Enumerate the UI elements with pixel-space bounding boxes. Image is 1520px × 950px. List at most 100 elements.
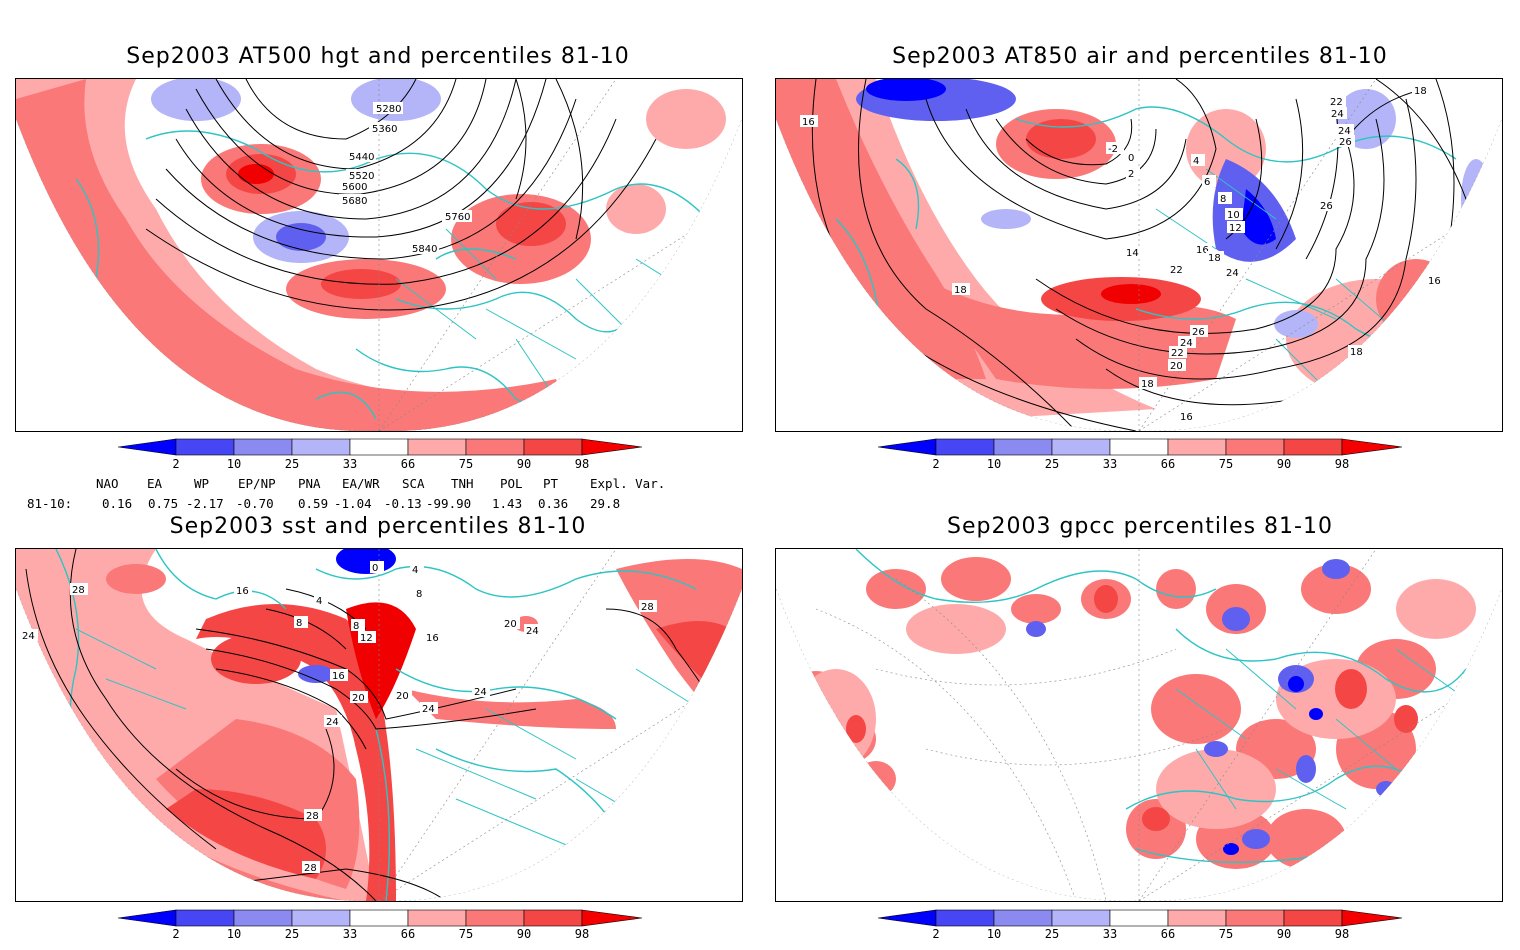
contour-label: 16 bbox=[1428, 276, 1441, 287]
contour-label: 24 bbox=[22, 631, 35, 642]
colorbar-label: 33 bbox=[343, 927, 357, 941]
contour-label: 24 bbox=[1331, 109, 1344, 120]
index-value: -0.13 bbox=[384, 496, 422, 511]
contour-label: 2 bbox=[1128, 169, 1134, 180]
colorbar-label: 75 bbox=[1219, 927, 1233, 941]
contour-label: 12 bbox=[1229, 223, 1242, 234]
colorbar-label: 90 bbox=[517, 927, 531, 941]
contour-label: 8 bbox=[353, 621, 359, 632]
colorbar-label: 75 bbox=[1219, 457, 1233, 471]
index-header: PNA bbox=[298, 476, 321, 491]
contour-label: 22 bbox=[1330, 97, 1343, 108]
contour-label: 4 bbox=[412, 565, 418, 576]
teleconnection-indices: NAO EA WP EP/NP PNA EA/WR SCA TNH POL PT… bbox=[0, 474, 760, 514]
colorbar-label: 10 bbox=[227, 457, 241, 471]
index-header: POL bbox=[500, 476, 523, 491]
colorbar-label: 25 bbox=[1045, 457, 1059, 471]
index-header: EA/WR bbox=[342, 476, 380, 491]
contour-label: 20 bbox=[352, 693, 365, 704]
contour-label: 18 bbox=[1208, 253, 1221, 264]
index-value: 29.8 bbox=[590, 496, 621, 511]
contour-label: 24 bbox=[1180, 338, 1193, 349]
index-value: 0.16 bbox=[102, 496, 133, 511]
contour-label: 20 bbox=[1170, 361, 1183, 372]
index-value: 0.36 bbox=[538, 496, 569, 511]
colorbar-label: 33 bbox=[1103, 927, 1117, 941]
colorbar-label: 2 bbox=[172, 927, 179, 941]
index-header: SCA bbox=[402, 476, 425, 491]
contour-label: 5280 bbox=[376, 104, 401, 115]
map-hgt500: 5280 5360 5440 5520 5600 5680 5760 5840 bbox=[15, 78, 743, 432]
colorbar-label: 25 bbox=[1045, 927, 1059, 941]
colorbar-label: 66 bbox=[401, 457, 415, 471]
index-value: 1.43 bbox=[492, 496, 523, 511]
map-gpcc bbox=[775, 548, 1503, 902]
contour-label: 20 bbox=[504, 619, 517, 630]
contour-label: 24 bbox=[474, 687, 487, 698]
contour-label: 0 bbox=[372, 563, 378, 574]
contour-label: 5600 bbox=[342, 182, 367, 193]
colorbar-label: 98 bbox=[1335, 457, 1349, 471]
contour-label: 18 bbox=[1350, 347, 1363, 358]
contour-label: 12 bbox=[360, 633, 373, 644]
colorbar-label: 75 bbox=[459, 927, 473, 941]
panel-title-hgt500: Sep2003 AT500 hgt and percentiles 81-10 bbox=[126, 44, 630, 69]
contour-label: 22 bbox=[1171, 348, 1184, 359]
colorbar-label: 25 bbox=[285, 457, 299, 471]
colorbar-label: 66 bbox=[1161, 927, 1175, 941]
contour-label: 5520 bbox=[349, 171, 374, 182]
colorbar-label: 90 bbox=[1277, 457, 1291, 471]
contour-label: 4 bbox=[1193, 156, 1199, 167]
index-value: 0.75 bbox=[148, 496, 179, 511]
index-header: NAO bbox=[96, 476, 119, 491]
colorbar-label: 90 bbox=[1277, 927, 1291, 941]
colorbar-label: 25 bbox=[285, 927, 299, 941]
colorbar-label: 10 bbox=[227, 927, 241, 941]
contour-label: 24 bbox=[422, 704, 435, 715]
colorbar-label: 66 bbox=[401, 927, 415, 941]
colorbar-label: 10 bbox=[987, 457, 1001, 471]
colorbar-label: 98 bbox=[575, 457, 589, 471]
colorbar-label: 98 bbox=[1335, 927, 1349, 941]
contour-label: 28 bbox=[304, 863, 317, 874]
index-header: TNH bbox=[451, 476, 474, 491]
colorbar-top-right: 2 10 25 33 66 75 90 98 bbox=[877, 438, 1403, 479]
contour-label: 16 bbox=[1196, 245, 1209, 256]
contour-label: 16 bbox=[236, 586, 249, 597]
contour-label: 18 bbox=[1141, 379, 1154, 390]
index-header: WP bbox=[194, 476, 210, 491]
colorbar-label: 2 bbox=[172, 457, 179, 471]
contour-label: 16 bbox=[426, 633, 439, 644]
index-value: -1.04 bbox=[334, 496, 372, 511]
contour-label: 8 bbox=[416, 589, 422, 600]
index-value: 0.59 bbox=[298, 496, 329, 511]
colorbar-label: 2 bbox=[932, 457, 939, 471]
panel-title-gpcc: Sep2003 gpcc percentiles 81-10 bbox=[947, 514, 1333, 539]
colorbar-bottom-right: 2 10 25 33 66 75 90 98 bbox=[877, 909, 1403, 950]
contour-label: 24 bbox=[526, 626, 539, 637]
index-value: -99.90 bbox=[426, 496, 472, 511]
contour-label: 5840 bbox=[412, 244, 437, 255]
colorbar-label: 2 bbox=[932, 927, 939, 941]
colorbar-label: 33 bbox=[1103, 457, 1117, 471]
contour-label: 5760 bbox=[445, 212, 470, 223]
index-header: EA bbox=[147, 476, 163, 491]
contour-label: 18 bbox=[954, 285, 967, 296]
colorbar-label: 66 bbox=[1161, 457, 1175, 471]
contour-label: 5680 bbox=[342, 196, 367, 207]
contour-label: 0 bbox=[1128, 153, 1134, 164]
colorbar-label: 10 bbox=[987, 927, 1001, 941]
panel-title-sst: Sep2003 sst and percentiles 81-10 bbox=[169, 514, 587, 539]
contour-label: 20 bbox=[396, 691, 409, 702]
colorbar-label: 98 bbox=[575, 927, 589, 941]
contour-label: 24 bbox=[1226, 268, 1239, 279]
contour-label: 8 bbox=[296, 618, 302, 629]
contour-label: 28 bbox=[641, 602, 654, 613]
contour-label: 5360 bbox=[372, 124, 397, 135]
contour-label: -2 bbox=[1108, 144, 1118, 155]
index-value: -0.70 bbox=[236, 496, 274, 511]
index-header: PT bbox=[543, 476, 559, 491]
contour-label: 24 bbox=[326, 717, 339, 728]
contour-label: 24 bbox=[1338, 126, 1351, 137]
contour-label: 28 bbox=[72, 585, 85, 596]
